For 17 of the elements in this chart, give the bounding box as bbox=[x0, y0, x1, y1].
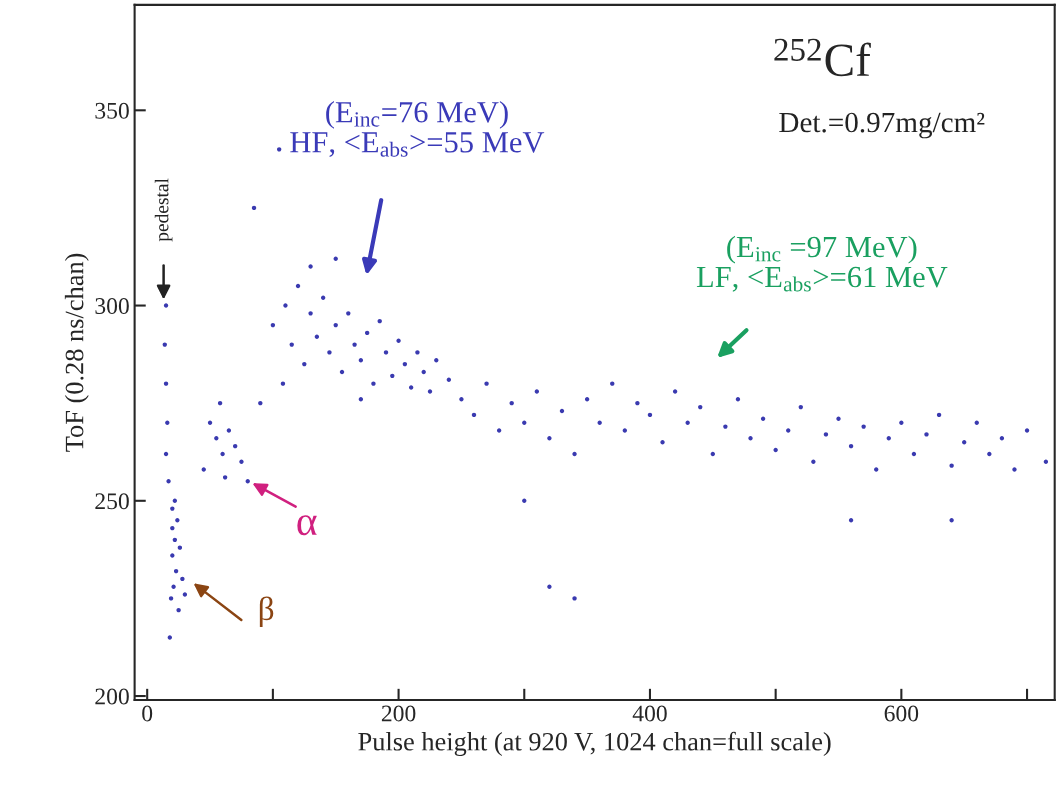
x-tick-label: 400 bbox=[632, 705, 667, 722]
annotation: β bbox=[259, 596, 274, 627]
y-tick-label: 250 bbox=[95, 493, 129, 510]
y-axis-title: ToF (0.28 ns/chan) bbox=[64, 253, 89, 452]
x-tick-label: 600 bbox=[884, 705, 919, 722]
annotation: Det.=0.97mg/cm² bbox=[779, 112, 985, 139]
annotation: (E$_{inc}$ =97 MeV) LF, <E$_{abs}$>=61 MeV bbox=[696, 235, 948, 292]
x-axis-title: Pulse height (at 920 V, 1024 chan=full scale) bbox=[358, 731, 831, 757]
annotation: pedestal bbox=[154, 178, 173, 242]
annotation: (E$_{inc}$=76 MeV) HF, <E$_{abs}$>=55 MeV bbox=[290, 101, 545, 157]
x-tick-label: 200 bbox=[381, 705, 416, 722]
annotation: α bbox=[297, 515, 317, 536]
y-tick-label: 200 bbox=[95, 688, 129, 705]
text: $^{252}$Cf bbox=[774, 38, 871, 77]
x-tick-label: 0 bbox=[142, 705, 153, 722]
y-tick-label: 300 bbox=[95, 298, 129, 314]
y-tick-label: 350 bbox=[95, 102, 129, 119]
